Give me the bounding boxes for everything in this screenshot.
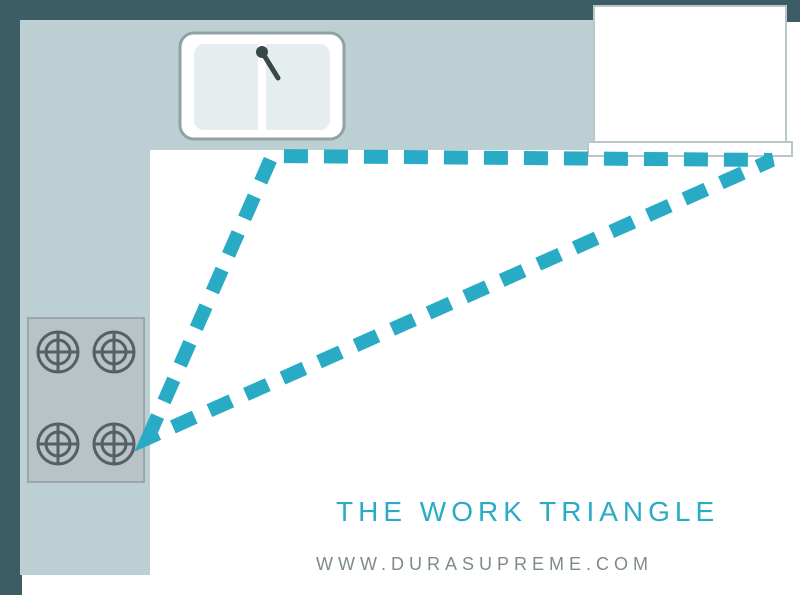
fridge-icon bbox=[588, 6, 792, 156]
diagram-title: THE WORK TRIANGLE bbox=[336, 496, 719, 528]
source-url: WWW.DURASUPREME.COM bbox=[316, 554, 653, 575]
stove-icon bbox=[28, 318, 144, 482]
work-triangle bbox=[148, 156, 772, 438]
diagram-stage: THE WORK TRIANGLE WWW.DURASUPREME.COM bbox=[0, 0, 800, 595]
sink-icon bbox=[180, 33, 344, 139]
